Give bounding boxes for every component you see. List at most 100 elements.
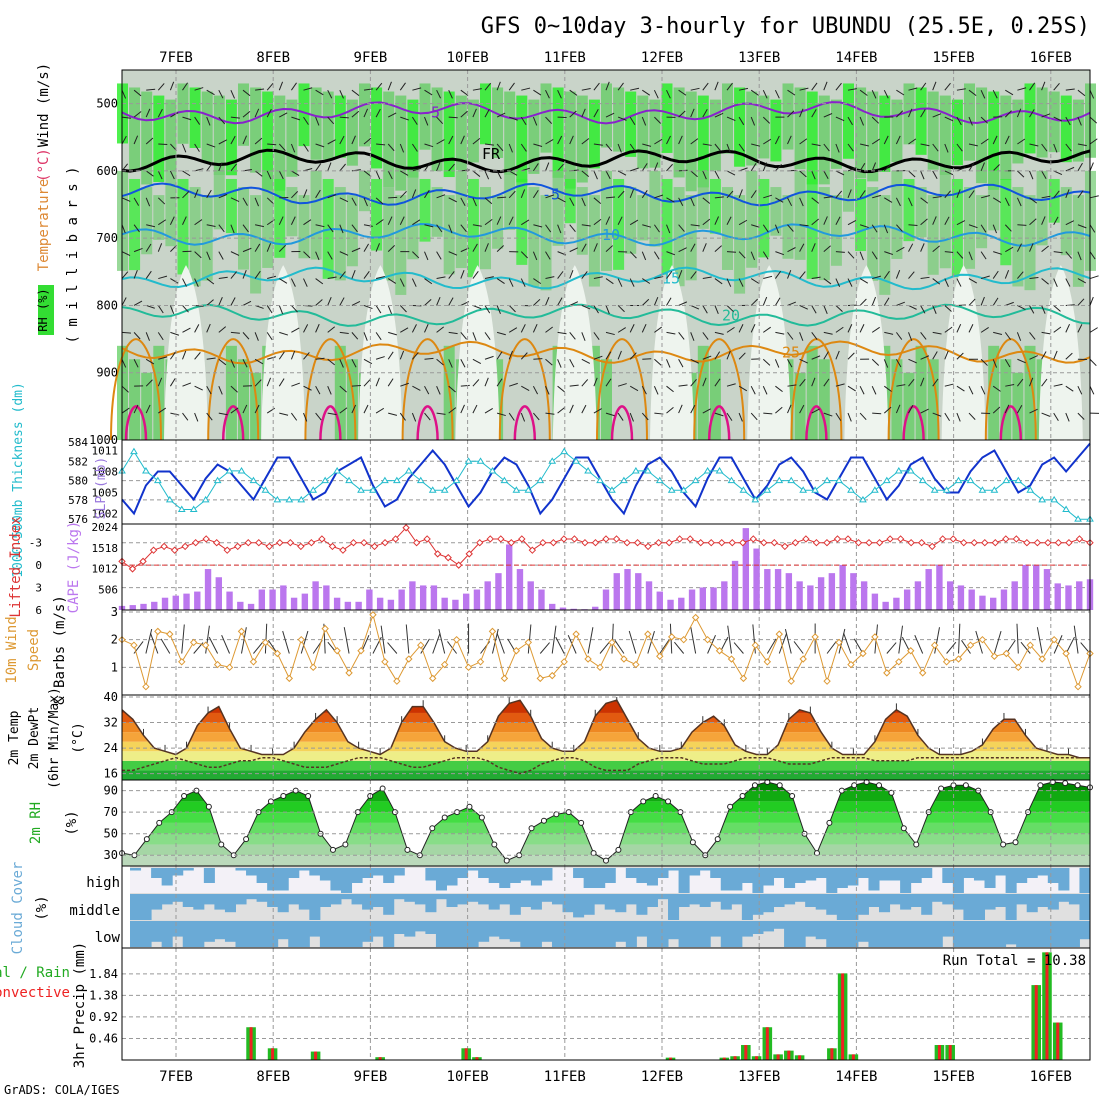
wind-barb <box>883 164 891 172</box>
rh-point <box>218 841 225 848</box>
chart-title: GFS 0~10day 3-hourly for UBUNDU (25.5E, … <box>481 14 1090 39</box>
cape-bar <box>968 589 975 610</box>
wind-barb <box>230 407 239 414</box>
wind-barb <box>327 412 337 416</box>
wind-speed-point <box>847 660 855 669</box>
cloud-cover-bar <box>594 921 606 947</box>
wind-barb <box>617 278 623 287</box>
wind-barb <box>847 143 854 152</box>
wind-barb <box>1053 82 1060 91</box>
wind-barb <box>424 163 430 172</box>
wind-barb <box>629 143 636 152</box>
cloud-cover-bar <box>404 921 416 937</box>
precip-convective-bar <box>830 1048 834 1060</box>
rh-cell <box>334 95 346 158</box>
wind-barb <box>944 251 954 254</box>
li-point <box>865 538 873 547</box>
wind-speed-point <box>1014 663 1023 672</box>
cape-bar <box>140 603 147 610</box>
wind-barb <box>387 81 392 91</box>
dry-column <box>747 265 792 440</box>
wind-barb <box>581 108 586 118</box>
li-point <box>696 538 705 547</box>
rh-cell <box>855 178 867 252</box>
wind-barb <box>1053 326 1062 333</box>
wind-barb <box>448 297 454 306</box>
rh-cell <box>722 83 733 154</box>
wind-barb <box>1089 327 1098 333</box>
wind-speed-point <box>608 638 616 647</box>
cloud-cover-bar <box>784 868 796 888</box>
wind-barb <box>375 407 385 414</box>
wind-barb <box>242 197 248 206</box>
wind-barb <box>678 110 686 118</box>
wind-barb <box>787 197 793 207</box>
thickness-point <box>369 486 377 493</box>
wind-barb <box>472 358 482 364</box>
wind-barb <box>739 87 749 91</box>
wind-barb <box>194 324 200 333</box>
cloud-cover-bar <box>1026 921 1038 947</box>
wind-speed-point <box>1002 649 1011 658</box>
li-point <box>844 535 852 543</box>
wind-barb <box>230 385 238 393</box>
thickness-point <box>894 466 903 474</box>
cloud-cover-bar <box>224 894 236 913</box>
wind-barb <box>908 243 914 252</box>
wind-barb <box>1077 324 1083 333</box>
surface-wind-barb <box>853 638 864 654</box>
wind-barb <box>1004 135 1010 145</box>
wind-barb <box>484 332 491 341</box>
rh-cell <box>951 99 963 166</box>
wind-barb <box>230 271 238 279</box>
cape-bar <box>161 597 169 610</box>
wind-barb <box>278 143 286 151</box>
wind-barb <box>436 224 443 233</box>
cloud-cover-bar <box>879 921 891 947</box>
wind-barb <box>944 190 951 199</box>
li-point <box>781 542 789 551</box>
wind-barb <box>194 352 201 360</box>
wind-speed-line <box>121 613 1091 689</box>
wind-barb <box>581 358 591 364</box>
wind-barb <box>351 332 359 340</box>
rh-band <box>122 790 1090 802</box>
cloud-cover-bar <box>815 894 827 910</box>
wind-barb <box>145 108 151 118</box>
wind-barb <box>762 224 769 233</box>
wind-barb <box>266 305 273 314</box>
wind-barb <box>569 247 579 253</box>
cape-bar <box>247 603 255 610</box>
wind-barb <box>569 197 575 206</box>
cloud-cover-bar <box>604 868 616 883</box>
cloud-cover-bar <box>362 868 374 878</box>
cloud-cover-bar <box>530 921 542 947</box>
wind-barb <box>254 404 260 414</box>
wind-barb <box>436 194 446 199</box>
wind-barb <box>823 113 833 118</box>
wind-barb <box>254 270 261 279</box>
wind-barb <box>557 385 565 393</box>
wind-barb <box>908 197 913 207</box>
surface-wind-barb <box>420 638 430 654</box>
surface-wind-barb <box>961 640 971 654</box>
cloud-cover-bar <box>309 894 321 920</box>
temperature-band <box>122 722 1090 733</box>
cape-bar <box>860 581 868 610</box>
wind-barb <box>629 116 636 126</box>
bottom-date-label: 11FEB <box>544 1069 586 1085</box>
surface-wind-barb <box>958 623 961 654</box>
wind-barb <box>835 383 845 387</box>
rh-cell <box>697 95 709 188</box>
cape-bar <box>312 581 319 610</box>
wind-speed-point <box>787 677 795 685</box>
cloud-cover-bar <box>952 921 964 947</box>
wind-barb <box>714 143 721 152</box>
rh-cell <box>806 345 818 440</box>
wind-barb <box>884 251 893 255</box>
wind-speed-point <box>799 655 807 663</box>
wind-barb <box>303 278 308 287</box>
thickness-point <box>177 505 186 513</box>
li-point <box>1054 538 1063 547</box>
thickness-point <box>404 466 413 474</box>
